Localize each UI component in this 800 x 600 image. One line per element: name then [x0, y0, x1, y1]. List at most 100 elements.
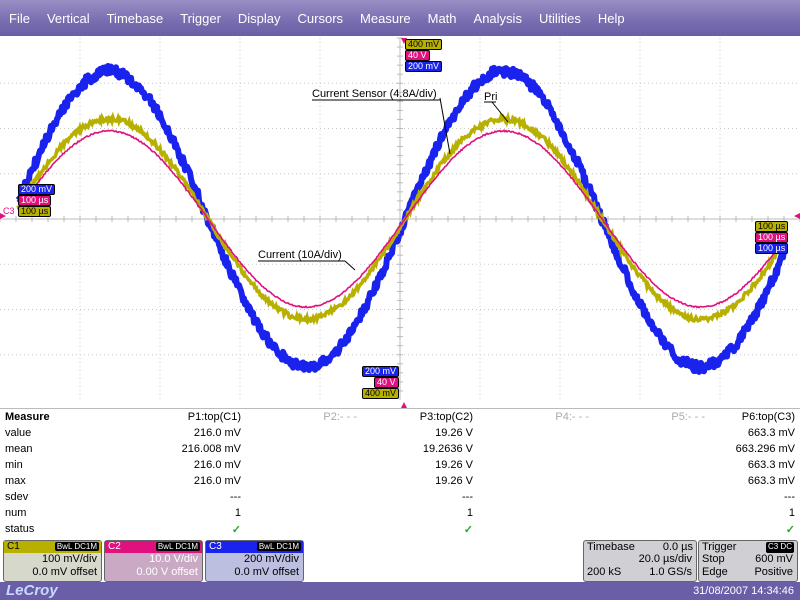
trigger-source: C3 DC [766, 542, 794, 553]
left-marker-c1: 100 µs [18, 206, 51, 217]
p3-mean: 19.2636 V [360, 441, 476, 457]
right-marker-c3: 100 µs [755, 243, 788, 254]
p3-status-check-icon: ✓ [360, 521, 476, 537]
p1-mean: 216.008 mV [128, 441, 244, 457]
timebase-tdiv: 20.0 µs/div [584, 553, 696, 566]
menu-vertical[interactable]: Vertical [38, 11, 98, 26]
row-label: min [2, 457, 128, 473]
waveform-display[interactable]: 400 mV 40 V 200 mV 200 mV 100 µs 100 µs … [0, 36, 800, 408]
channel-c1-flag: BwL DC1M [55, 542, 99, 551]
param-p5[interactable]: P5:- - - [592, 409, 708, 425]
timebase-rate: 1.0 GS/s [649, 566, 692, 579]
p6-sdev: --- [708, 489, 798, 505]
left-trace-label: C3 [3, 206, 15, 216]
lecroy-logo: LeCroy [6, 582, 58, 600]
status-bar: LeCroy 31/08/2007 14:34:46 [0, 582, 800, 600]
channel-c3-flag: BwL DC1M [257, 542, 301, 551]
p6-mean: 663.296 mV [708, 441, 798, 457]
menu-help[interactable]: Help [589, 11, 633, 26]
p6-min: 663.3 mV [708, 457, 798, 473]
channel-c3-offset: 0.0 mV offset [206, 566, 303, 579]
left-marker-c2: 100 µs [18, 195, 51, 206]
bottom-marker-c3: 200 mV [362, 366, 399, 377]
channel-c1-name: C1 [7, 541, 20, 553]
annotation-leader [345, 261, 355, 270]
bottom-marker-c2: 40 V [374, 377, 399, 388]
p3-min: 19.26 V [360, 457, 476, 473]
trigger-slope: Positive [754, 566, 793, 579]
channel-c3-descriptor[interactable]: C3 BwL DC1M 200 mV/div 0.0 mV offset [205, 540, 304, 582]
datetime-readout: 31/08/2007 14:34:46 [693, 582, 794, 600]
p3-max: 19.26 V [360, 473, 476, 489]
trigger-label: Trigger [702, 541, 736, 553]
trigger-level-arrow[interactable] [794, 213, 800, 219]
p6-max: 663.3 mV [708, 473, 798, 489]
p1-value: 216.0 mV [128, 425, 244, 441]
menu-utilities[interactable]: Utilities [530, 11, 589, 26]
param-p3[interactable]: P3:top(C2) [360, 409, 476, 425]
channel-c3-vdiv: 200 mV/div [206, 553, 303, 566]
table-row: mean 216.008 mV 19.2636 V 663.296 mV [2, 441, 798, 457]
timebase-descriptor[interactable]: Timebase 0.0 µs 20.0 µs/div 200 kS 1.0 G… [583, 540, 697, 582]
annotation-pri: Pri [484, 91, 497, 103]
table-row: sdev --- --- --- [2, 489, 798, 505]
annotation-current-sensor: Current Sensor (4.8A/div) [312, 88, 437, 100]
p6-num: 1 [708, 505, 798, 521]
channel-c1-descriptor[interactable]: C1 BwL DC1M 100 mV/div 0.0 mV offset [3, 540, 102, 582]
p3-sdev: --- [360, 489, 476, 505]
row-label: sdev [2, 489, 128, 505]
left-marker-c3: 200 mV [18, 184, 55, 195]
table-row: min 216.0 mV 19.26 V 663.3 mV [2, 457, 798, 473]
menu-file[interactable]: File [0, 11, 38, 26]
channel-c3-name: C3 [209, 541, 222, 553]
table-row: value 216.0 mV 19.26 V 663.3 mV [2, 425, 798, 441]
channel-c2-vdiv: 10.0 V/div [105, 553, 202, 566]
timebase-label: Timebase [587, 541, 635, 553]
p3-value: 19.26 V [360, 425, 476, 441]
menu-bar: File Vertical Timebase Trigger Display C… [0, 0, 800, 36]
param-p4[interactable]: P4:- - - [476, 409, 592, 425]
annotation-current: Current (10A/div) [258, 249, 342, 261]
trigger-type: Edge [702, 566, 728, 579]
p1-sdev: --- [128, 489, 244, 505]
measure-panel: Measure P1:top(C1) P2:- - - P3:top(C2) P… [0, 408, 800, 539]
menu-cursors[interactable]: Cursors [289, 11, 352, 26]
table-row: num 1 1 1 [2, 505, 798, 521]
menu-analysis[interactable]: Analysis [465, 11, 530, 26]
menu-timebase[interactable]: Timebase [98, 11, 172, 26]
row-label: num [2, 505, 128, 521]
menu-measure[interactable]: Measure [351, 11, 419, 26]
menu-trigger[interactable]: Trigger [171, 11, 229, 26]
row-label: status [2, 521, 128, 537]
channel-c1-offset: 0.0 mV offset [4, 566, 101, 579]
p1-min: 216.0 mV [128, 457, 244, 473]
trigger-descriptor[interactable]: Trigger C3 DC Stop 600 mV Edge Positive [698, 540, 798, 582]
bottom-marker-c1: 400 mV [362, 388, 399, 399]
top-marker-c2: 40 V [405, 50, 430, 61]
param-p1[interactable]: P1:top(C1) [128, 409, 244, 425]
right-marker-c2: 100 µs [755, 232, 788, 243]
row-label: mean [2, 441, 128, 457]
timebase-samples: 200 kS [587, 566, 621, 579]
measure-title: Measure [2, 409, 128, 425]
menu-math[interactable]: Math [419, 11, 465, 26]
p6-value: 663.3 mV [708, 425, 798, 441]
channel-c2-flag: BwL DC1M [156, 542, 200, 551]
channel-c2-descriptor[interactable]: C2 BwL DC1M 10.0 V/div 0.00 V offset [104, 540, 203, 582]
param-p6[interactable]: P6:top(C3) [708, 409, 798, 425]
measure-table: Measure P1:top(C1) P2:- - - P3:top(C2) P… [2, 409, 798, 537]
table-row: status ✓ ✓ ✓ [2, 521, 798, 537]
timebase-delay: 0.0 µs [663, 541, 693, 553]
param-p2[interactable]: P2:- - - [244, 409, 360, 425]
table-row: max 216.0 mV 19.26 V 663.3 mV [2, 473, 798, 489]
channel-c2-name: C2 [108, 541, 121, 553]
top-marker-c3: 200 mV [405, 61, 442, 72]
menu-display[interactable]: Display [229, 11, 289, 26]
channel-c2-offset: 0.00 V offset [105, 566, 202, 579]
right-marker-c1: 100 µs [755, 221, 788, 232]
p6-status-check-icon: ✓ [708, 521, 798, 537]
channel-c1-vdiv: 100 mV/div [4, 553, 101, 566]
descriptor-bar: C1 BwL DC1M 100 mV/div 0.0 mV offset C2 … [0, 538, 800, 582]
trigger-level: 600 mV [755, 553, 793, 566]
p1-num: 1 [128, 505, 244, 521]
